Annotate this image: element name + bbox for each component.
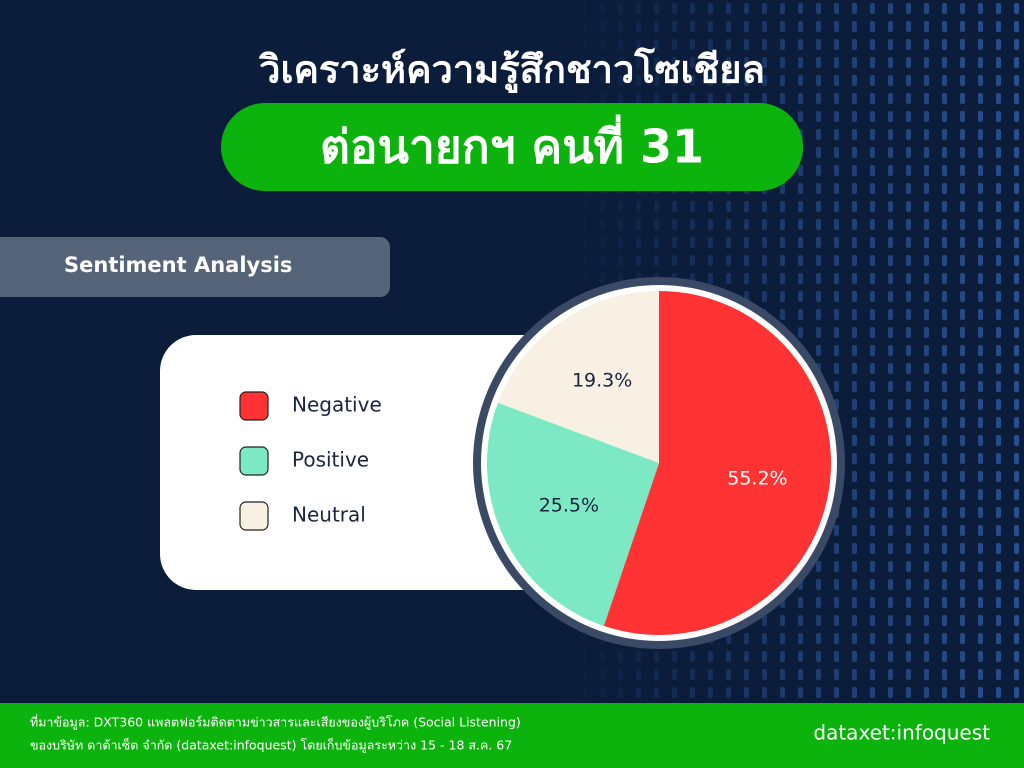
data-label: 55.2% bbox=[727, 468, 787, 490]
legend-swatch bbox=[239, 446, 269, 476]
pie-slice bbox=[497, 291, 659, 463]
section-box bbox=[0, 237, 390, 297]
pie-slice bbox=[603, 291, 832, 635]
data-label: 19.3% bbox=[572, 370, 632, 392]
source-line: ของบริษัท ดาต้าเซ็ต จำกัด (dataxet:infoq… bbox=[30, 738, 512, 754]
section-label: Sentiment Analysis bbox=[64, 253, 292, 277]
source-line: ที่มาข้อมูล: DXT360 แพลตฟอร์มติดตามข่าวส… bbox=[30, 714, 521, 731]
legend-label: Neutral bbox=[292, 503, 366, 527]
logo: dataxet:infoquest bbox=[813, 721, 990, 745]
pie: 55.2% 25.5% 19.3% bbox=[487, 291, 832, 635]
chart-subtitle: ต่อนายกฯ คนที่ 31 bbox=[320, 115, 704, 174]
legend-swatch bbox=[239, 391, 269, 421]
subtitle-pill bbox=[221, 103, 803, 191]
data-label: 25.5% bbox=[539, 494, 599, 516]
pie-slice bbox=[487, 402, 659, 626]
legend: Negative Positive Neutral bbox=[239, 391, 382, 531]
chart-title: วิเคราะห์ความรู้สึกชาวโซเชียล bbox=[258, 47, 764, 94]
footer bbox=[0, 703, 1024, 768]
legend-label: Negative bbox=[292, 393, 382, 417]
legend-label: Positive bbox=[292, 448, 369, 472]
legend-swatch bbox=[239, 501, 269, 531]
